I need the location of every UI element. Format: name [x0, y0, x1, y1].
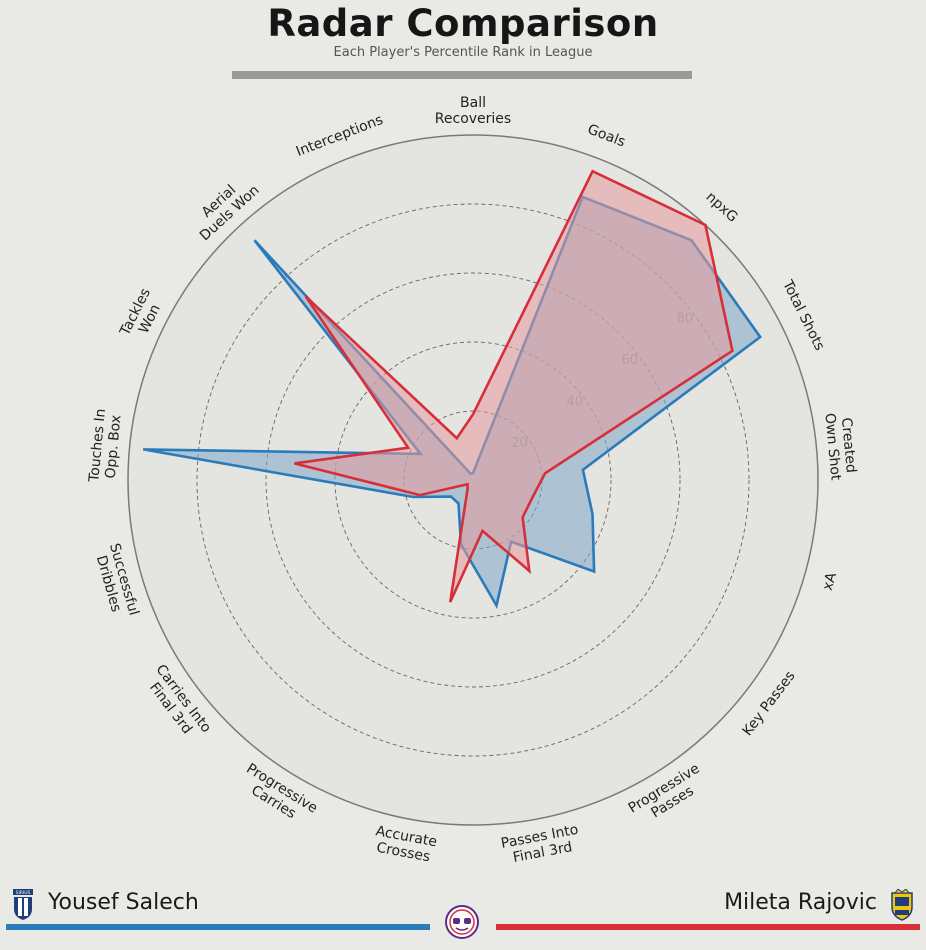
- radar-grid-ring: [265, 272, 681, 688]
- sirius-crest-icon: SIRIUS: [13, 889, 33, 920]
- radar-series-rajovic: [294, 169, 734, 603]
- radar-grid-ring: [196, 203, 750, 757]
- svg-text:Goals: Goals: [585, 121, 627, 150]
- player-name-left: Yousef Salech: [48, 890, 199, 915]
- svg-text:Ball: Ball: [460, 95, 486, 111]
- svg-text:Created: Created: [838, 417, 859, 474]
- radar-axis-label: Goals: [585, 121, 627, 150]
- svg-text:Recoveries: Recoveries: [435, 111, 511, 127]
- svg-text:Touches In: Touches In: [86, 408, 109, 484]
- radar-axis-label: xA: [820, 570, 840, 592]
- svg-text:SIRIUS: SIRIUS: [16, 890, 31, 896]
- svg-text:npxG: npxG: [703, 189, 741, 226]
- data-logo-icon: [445, 905, 479, 939]
- player-color-bar-right: [496, 924, 920, 930]
- radar-grid-ring: [334, 341, 612, 619]
- player-name-right: Mileta Rajovic: [724, 890, 877, 915]
- player-color-bar-left: [6, 924, 430, 930]
- svg-text:Own Shot: Own Shot: [821, 412, 843, 481]
- brondby-crest-icon: [891, 889, 913, 921]
- radar-axis-label: npxG: [703, 189, 741, 226]
- chart-subtitle: Each Player's Percentile Rank in League: [333, 45, 593, 60]
- title-divider: [232, 71, 692, 79]
- svg-text:xA: xA: [820, 570, 840, 592]
- svg-text:Opp. Box: Opp. Box: [103, 414, 125, 479]
- radar-series-layer: [142, 169, 762, 610]
- chart-title: Radar Comparison: [267, 2, 659, 45]
